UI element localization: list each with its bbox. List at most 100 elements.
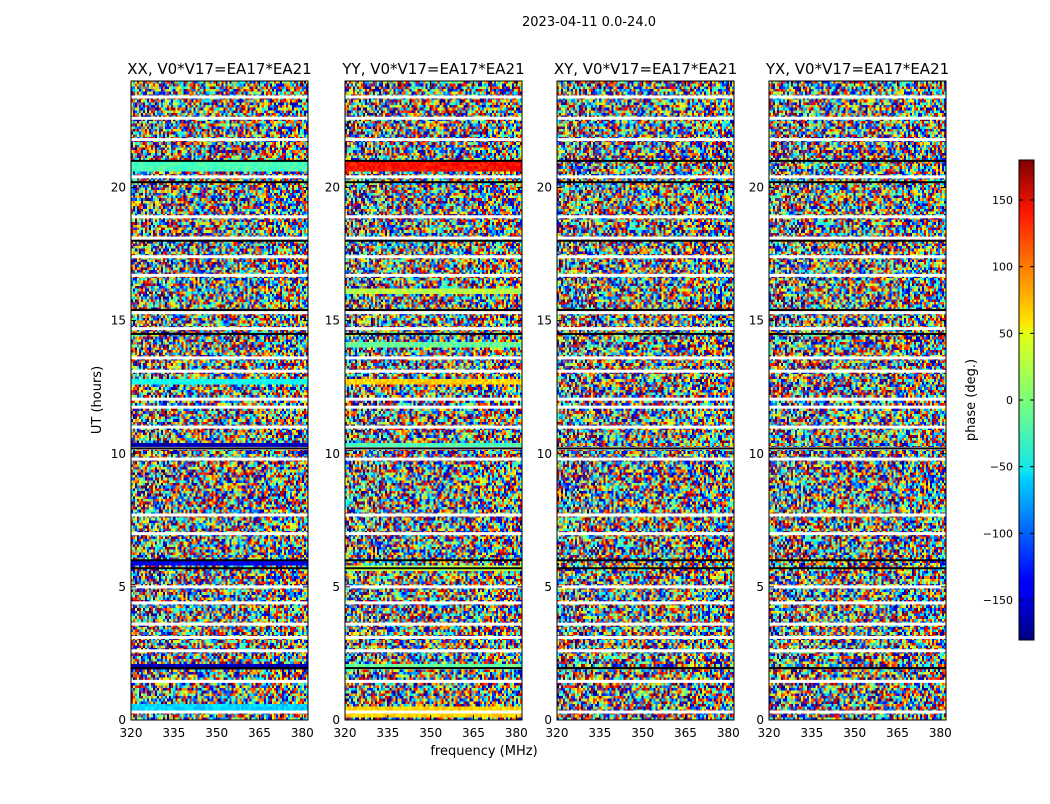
panel-title: YX, V0*V17=EA17*EA21: [765, 60, 949, 78]
colorbar-ticks: −150 −100 −50 0 50 100 150: [983, 194, 1034, 607]
flagged-row: [557, 327, 734, 331]
dark-row: [557, 308, 734, 311]
y-tick-label: 10: [537, 447, 552, 461]
x-tick-label: 365: [462, 726, 485, 740]
x-tick-label: 335: [800, 726, 823, 740]
panel-xy: XY, V0*V17=EA17*EA21 320 335 350 365 380 0 5 10 1…: [537, 60, 740, 740]
flagged-row: [345, 175, 522, 179]
flagged-row: [769, 710, 946, 714]
y-tick-label: 10: [325, 447, 340, 461]
dark-row: [131, 332, 308, 335]
panel-title: YY, V0*V17=EA17*EA21: [341, 60, 524, 78]
flagged-row: [345, 585, 522, 589]
flagged-row: [557, 215, 734, 219]
flagged-row: [345, 635, 522, 639]
dark-row: [345, 567, 522, 570]
flagged-row: [131, 622, 308, 626]
dark-row: [131, 667, 308, 670]
flagged-row: [557, 311, 734, 315]
y-tick-label: 20: [749, 181, 764, 195]
flagged-row: [557, 425, 734, 429]
x-tick-label: 380: [291, 726, 314, 740]
flagged-row: [557, 710, 734, 714]
x-tick-label: 365: [886, 726, 909, 740]
flagged-row: [345, 327, 522, 331]
flagged-row: [345, 457, 522, 461]
colorbar-label: phase (deg.): [964, 359, 979, 441]
flagged-row: [345, 215, 522, 219]
flagged-row: [131, 532, 308, 536]
x-tick-label: 350: [205, 726, 228, 740]
dark-row: [557, 181, 734, 184]
flagged-row: [131, 95, 308, 99]
colorbar: −150 −100 −50 0 50 100 150 phase (deg.): [964, 159, 1035, 641]
dark-row: [345, 447, 522, 450]
dark-row: [769, 181, 946, 184]
dark-row: [345, 667, 522, 670]
y-tick-label: 0: [332, 713, 340, 727]
flagged-row: [131, 255, 308, 259]
flagged-row: [131, 138, 308, 142]
colorbar-tick-label: 150: [992, 194, 1013, 207]
flagged-row: [769, 635, 946, 639]
flagged-row: [131, 356, 308, 360]
flagged-row: [345, 601, 522, 605]
panel-frame: [768, 80, 947, 721]
flagged-row: [557, 95, 734, 99]
flagged-row: [557, 236, 734, 240]
panel-frame: [130, 80, 309, 721]
x-tick-label: 365: [248, 726, 271, 740]
y-tick-label: 20: [537, 181, 552, 195]
flagged-row: [769, 425, 946, 429]
flagged-row: [345, 311, 522, 315]
flagged-row: [131, 327, 308, 331]
x-tick-label: 380: [505, 726, 528, 740]
flagged-row: [769, 236, 946, 240]
flagged-row: [769, 273, 946, 277]
panel-frame: [556, 80, 735, 721]
dark-row: [131, 567, 308, 570]
dark-row: [131, 447, 308, 450]
flagged-row: [557, 255, 734, 259]
flagged-row: [345, 356, 522, 360]
dark-row: [769, 667, 946, 670]
y-tick-label: 20: [111, 181, 126, 195]
y-tick-label: 5: [544, 580, 552, 594]
dark-row: [769, 332, 946, 335]
flagged-row: [557, 175, 734, 179]
x-tick-label: 320: [546, 726, 569, 740]
flagged-row: [345, 273, 522, 277]
flagged-row: [131, 585, 308, 589]
flagged-row: [131, 397, 308, 401]
flagged-row: [345, 679, 522, 683]
flagged-row: [345, 369, 522, 373]
dark-row: [769, 239, 946, 242]
panels-group: XX, V0*V17=EA17*EA21 320 335 350 365 380 0 5 10 1…: [111, 60, 952, 740]
flagged-row: [557, 356, 734, 360]
flagged-row: [131, 311, 308, 315]
y-tick-label: 15: [325, 314, 340, 328]
x-tick-label: 320: [334, 726, 357, 740]
y-tick-label: 20: [325, 181, 340, 195]
colorbar-tick-label: 0: [1006, 394, 1013, 407]
flagged-row: [345, 95, 522, 99]
dark-row: [557, 567, 734, 570]
colorbar-tick-label: −50: [990, 461, 1013, 474]
y-tick-label: 15: [111, 314, 126, 328]
flagged-row: [557, 601, 734, 605]
dark-row: [557, 559, 734, 562]
colorbar-tick-label: −100: [983, 527, 1013, 540]
flagged-row: [131, 116, 308, 120]
y-axis-label: UT (hours): [90, 366, 105, 434]
flagged-row: [345, 622, 522, 626]
panel-title: XY, V0*V17=EA17*EA21: [554, 60, 737, 78]
flagged-row: [769, 255, 946, 259]
dark-row: [131, 181, 308, 184]
y-tick-label: 10: [749, 447, 764, 461]
dark-row: [557, 239, 734, 242]
flagged-row: [345, 710, 522, 714]
flagged-row: [769, 405, 946, 409]
x-tick-label: 335: [376, 726, 399, 740]
flagged-row: [131, 273, 308, 277]
flagged-row: [345, 513, 522, 517]
